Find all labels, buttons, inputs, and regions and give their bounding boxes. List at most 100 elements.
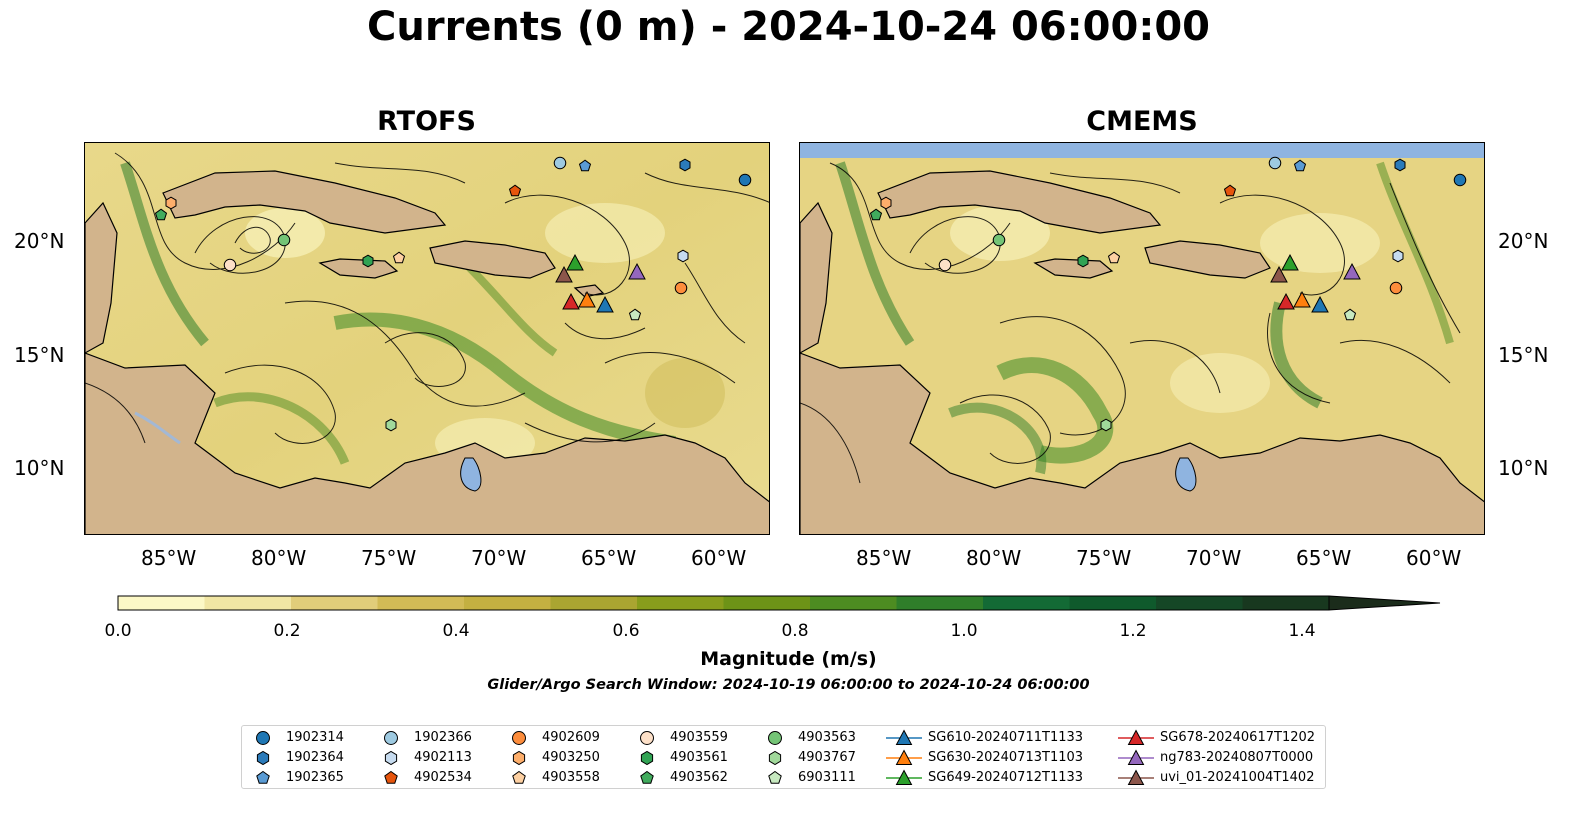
legend-label: 4903563 bbox=[798, 730, 856, 745]
station-marker[interactable] bbox=[1100, 418, 1112, 432]
station-marker[interactable] bbox=[1270, 265, 1288, 283]
station-marker[interactable] bbox=[1293, 159, 1307, 172]
lake-maracaibo bbox=[460, 457, 482, 492]
station-marker[interactable] bbox=[1277, 292, 1295, 310]
lat-tick-left: 15°N bbox=[14, 343, 65, 367]
colorbar-segment bbox=[637, 596, 725, 610]
station-marker[interactable] bbox=[1453, 173, 1467, 187]
legend-label: 4902534 bbox=[414, 770, 472, 785]
station-marker[interactable] bbox=[578, 290, 596, 308]
station-marker[interactable] bbox=[553, 156, 567, 170]
legend-label: 4902609 bbox=[542, 730, 600, 745]
station-marker[interactable] bbox=[223, 258, 237, 272]
station-marker[interactable] bbox=[880, 196, 892, 210]
station-marker[interactable] bbox=[938, 258, 952, 272]
legend-label: uvi_01-20241004T1402 bbox=[1160, 770, 1315, 785]
colorbar-segment bbox=[291, 596, 379, 610]
lat-tick-right: 10°N bbox=[1498, 456, 1549, 480]
station-marker[interactable] bbox=[1293, 290, 1311, 308]
triangle-marker-icon bbox=[886, 769, 922, 785]
map-rtofs bbox=[84, 142, 770, 535]
legend-label: ng783-20240807T0000 bbox=[1160, 750, 1314, 765]
map-rtofs-canvas bbox=[85, 143, 769, 534]
station-marker[interactable] bbox=[1392, 249, 1404, 263]
station-marker[interactable] bbox=[674, 281, 688, 295]
triangle-marker-icon bbox=[886, 729, 922, 745]
station-marker[interactable] bbox=[1394, 158, 1406, 172]
colorbar-segment bbox=[896, 596, 984, 610]
hexagon-marker-icon bbox=[640, 750, 654, 766]
station-marker[interactable] bbox=[392, 251, 406, 264]
station-marker[interactable] bbox=[578, 159, 592, 172]
station-marker[interactable] bbox=[628, 308, 642, 321]
legend-label: 4903559 bbox=[670, 730, 728, 745]
station-marker[interactable] bbox=[1077, 254, 1089, 268]
station-marker[interactable] bbox=[562, 292, 580, 310]
station-marker[interactable] bbox=[165, 196, 177, 210]
station-marker[interactable] bbox=[1389, 281, 1403, 295]
figure-title: Currents (0 m) - 2024-10-24 06:00:00 bbox=[367, 4, 1210, 50]
station-marker[interactable] bbox=[1311, 295, 1329, 313]
circle-marker-icon bbox=[256, 731, 270, 745]
station-marker[interactable] bbox=[1268, 156, 1282, 170]
station-marker[interactable] bbox=[1223, 184, 1237, 197]
pentagon-marker-icon bbox=[512, 770, 526, 784]
lon-tick-right: 70°W bbox=[1186, 546, 1242, 570]
lon-tick-left: 75°W bbox=[361, 546, 417, 570]
lake-nicaragua bbox=[134, 411, 181, 445]
colorbar-segment bbox=[723, 596, 811, 610]
station-markers bbox=[869, 156, 1467, 432]
colorbar-segment bbox=[377, 596, 465, 610]
station-marker[interactable] bbox=[508, 184, 522, 197]
pentagon-marker-icon bbox=[384, 770, 398, 784]
hexagon-marker-icon bbox=[768, 750, 782, 766]
colorbar-tick: 1.2 bbox=[1119, 621, 1147, 641]
legend-label: 4903562 bbox=[670, 770, 728, 785]
station-marker[interactable] bbox=[738, 173, 752, 187]
station-marker[interactable] bbox=[628, 262, 646, 280]
circle-marker-icon bbox=[640, 731, 654, 745]
station-marker[interactable] bbox=[566, 253, 584, 271]
legend-label: 4903767 bbox=[798, 750, 856, 765]
station-marker[interactable] bbox=[1281, 253, 1299, 271]
station-marker[interactable] bbox=[1343, 308, 1357, 321]
station-marker[interactable] bbox=[679, 158, 691, 172]
lat-tick-left: 10°N bbox=[14, 456, 65, 480]
colorbar-tick: 1.0 bbox=[950, 621, 978, 641]
legend-label: SG630-20240713T1103 bbox=[928, 750, 1084, 765]
lon-tick-right: 60°W bbox=[1406, 546, 1462, 570]
search-window-caption: Glider/Argo Search Window: 2024-10-19 06… bbox=[487, 677, 1090, 693]
colorbar-tick: 0.6 bbox=[612, 621, 640, 641]
station-marker[interactable] bbox=[992, 233, 1006, 247]
station-marker[interactable] bbox=[362, 254, 374, 268]
station-marker[interactable] bbox=[154, 208, 168, 221]
station-markers bbox=[154, 156, 752, 432]
hexagon-marker-icon bbox=[512, 750, 526, 766]
pentagon-marker-icon bbox=[640, 770, 654, 784]
legend-label: 4903561 bbox=[670, 750, 728, 765]
circle-marker-icon bbox=[512, 731, 526, 745]
colorbar-label: Magnitude (m/s) bbox=[700, 648, 877, 670]
legend-label: 1902314 bbox=[286, 730, 344, 745]
station-marker[interactable] bbox=[555, 265, 573, 283]
streamlines bbox=[85, 152, 769, 444]
panel-title-cmems: CMEMS bbox=[1086, 106, 1198, 137]
station-marker[interactable] bbox=[869, 208, 883, 221]
colorbar-tick: 0.0 bbox=[104, 621, 132, 641]
station-marker[interactable] bbox=[1343, 262, 1361, 280]
station-marker[interactable] bbox=[385, 418, 397, 432]
station-marker[interactable] bbox=[1107, 251, 1121, 264]
legend-label: 4902113 bbox=[414, 750, 472, 765]
lon-tick-left: 70°W bbox=[471, 546, 527, 570]
legend-label: SG678-20240617T1202 bbox=[1160, 730, 1316, 745]
legend-label: 1902365 bbox=[286, 770, 344, 785]
station-marker[interactable] bbox=[277, 233, 291, 247]
lon-tick-left: 65°W bbox=[581, 546, 637, 570]
colorbar-segment bbox=[1156, 596, 1244, 610]
legend: 1902314 1902364 1902365 1902366 4902113 49025… bbox=[241, 725, 1326, 789]
land bbox=[85, 170, 769, 534]
lon-tick-left: 80°W bbox=[251, 546, 307, 570]
colorbar-segment bbox=[810, 596, 898, 610]
station-marker[interactable] bbox=[677, 249, 689, 263]
station-marker[interactable] bbox=[596, 295, 614, 313]
